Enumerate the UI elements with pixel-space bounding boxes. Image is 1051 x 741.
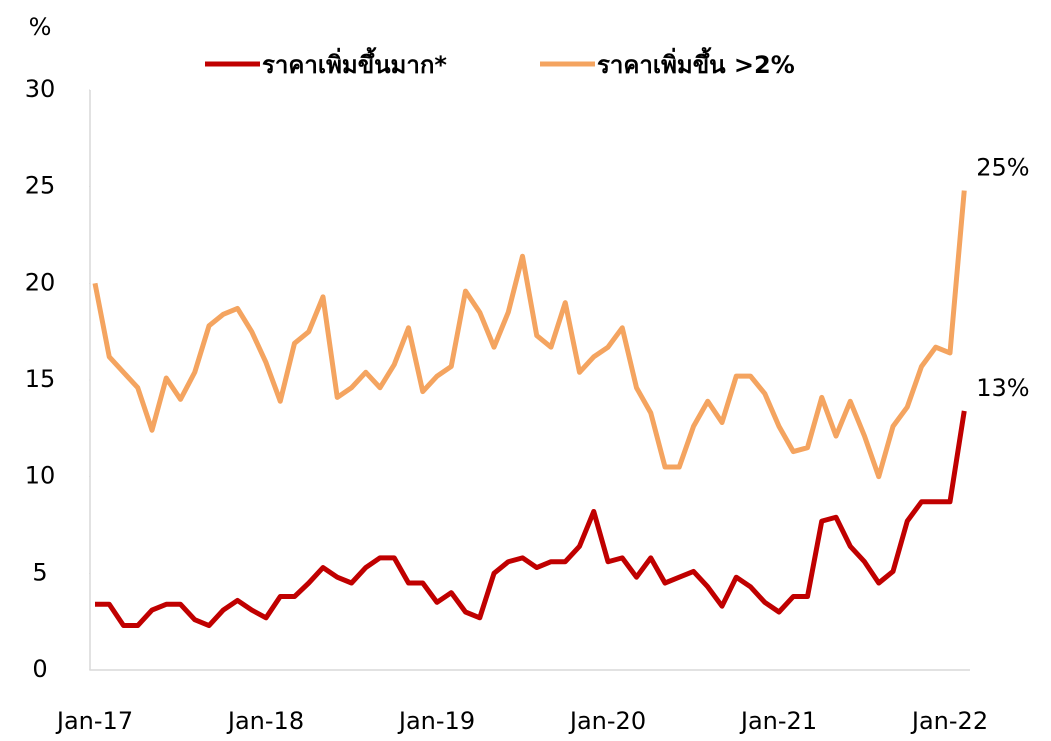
x-tick-label: Jan-18 xyxy=(226,707,304,735)
y-tick-label: 5 xyxy=(32,558,47,586)
end-label: 25% xyxy=(976,154,1029,182)
y-tick-label: 20 xyxy=(25,268,56,296)
y-tick-label: 25 xyxy=(25,172,56,200)
legend-text: ราคาเพิ่มขึ้น >2% xyxy=(597,46,795,79)
x-tick-label: Jan-21 xyxy=(739,707,817,735)
x-tick-label: Jan-17 xyxy=(55,707,133,735)
y-tick-label: 0 xyxy=(32,655,47,683)
y-tick-label: 30 xyxy=(25,75,56,103)
series-line xyxy=(92,190,967,480)
y-tick-label: 10 xyxy=(25,462,56,490)
y-tick-label: 15 xyxy=(25,365,56,393)
end-label: 13% xyxy=(976,374,1029,402)
x-tick-label: Jan-19 xyxy=(397,707,475,735)
x-tick-label: Jan-22 xyxy=(910,707,988,735)
legend-text: ราคาเพิ่มขึ้นมาก* xyxy=(262,46,447,79)
y-unit-label: % xyxy=(29,13,52,41)
x-tick-label: Jan-20 xyxy=(568,707,646,735)
series-line xyxy=(95,410,967,629)
